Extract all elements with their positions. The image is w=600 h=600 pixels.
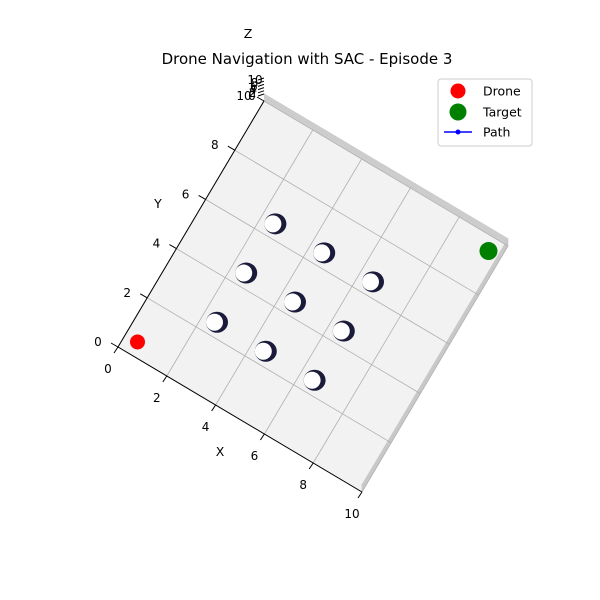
y-tick-label: 8 — [211, 138, 219, 152]
x-gridline — [312, 216, 460, 464]
y-gridline — [176, 248, 421, 394]
z-tick — [257, 93, 265, 97]
z-tick-label: 6 — [250, 79, 258, 93]
y-tick — [256, 96, 265, 102]
y-tick — [110, 342, 119, 348]
z-tick-label: 10 — [247, 73, 262, 87]
y-axis-line — [117, 100, 265, 348]
x-tick — [113, 346, 119, 354]
legend-path-marker — [455, 129, 461, 135]
y-tick — [139, 293, 148, 299]
x-tick — [308, 462, 314, 470]
y-gridline — [234, 149, 480, 296]
y-tick-label: 0 — [94, 335, 102, 349]
y-tick-label: 10 — [236, 89, 251, 103]
x-tick-label: 2 — [153, 391, 161, 405]
obstacle-top — [303, 371, 321, 389]
wall-edge-line — [263, 93, 509, 486]
legend-drone-marker — [450, 83, 466, 99]
legend-target-label: Target — [482, 105, 522, 120]
gridlines — [117, 100, 509, 493]
y-tick-label: 2 — [123, 286, 131, 300]
wall-edge-line — [263, 94, 509, 486]
y-gridline — [205, 199, 450, 345]
x-tick-label: 8 — [299, 478, 307, 492]
wall-edge-line — [263, 95, 509, 487]
wall-edge-line — [263, 99, 509, 492]
wall-edge-line — [263, 98, 509, 491]
obstacle-top — [235, 264, 253, 282]
obstacle-top — [206, 313, 223, 331]
y-tick — [198, 194, 206, 200]
legend: Drone Target Path — [437, 78, 533, 147]
x-tick — [357, 491, 363, 499]
z-tick-label: 0 — [248, 89, 256, 103]
obstacles — [206, 213, 384, 391]
markers — [130, 242, 498, 350]
z-tick — [257, 87, 265, 91]
target-marker — [479, 242, 498, 261]
y-tick-label: 4 — [153, 237, 161, 251]
z-tick-label: 8 — [251, 76, 259, 90]
y-gridline — [263, 100, 509, 247]
wall-edge-line — [263, 96, 509, 488]
axes — [110, 77, 363, 499]
x-tick-label: 10 — [344, 507, 359, 521]
x-gridline — [215, 158, 362, 406]
legend-target-marker — [449, 103, 467, 121]
obstacle-top — [332, 322, 350, 340]
x-gridline — [166, 129, 314, 377]
z-tick — [257, 77, 265, 81]
z-tick — [257, 83, 265, 87]
drone-marker — [130, 334, 145, 350]
wall-edge-line — [263, 97, 509, 489]
legend-path-label: Path — [483, 125, 510, 140]
y-tick — [227, 145, 236, 151]
x-gridline — [361, 245, 509, 493]
obstacle-top — [254, 342, 272, 360]
x-tick — [211, 404, 217, 412]
x-tick-label: 0 — [104, 362, 112, 376]
x-axis-label: X — [216, 444, 225, 459]
z-tick — [257, 90, 265, 94]
obstacle-top — [284, 293, 301, 311]
x-tick — [162, 375, 168, 383]
y-gridline — [146, 297, 392, 444]
wall-edge-line — [263, 97, 509, 490]
z-tick — [257, 80, 265, 84]
y-axis-label: Y — [153, 196, 162, 211]
obstacle-top — [313, 244, 331, 262]
obstacle-top — [264, 215, 282, 233]
z-tick-label: 4 — [249, 83, 257, 97]
x-tick-label: 6 — [251, 449, 259, 463]
y-tick-label: 6 — [182, 187, 190, 201]
x-axis-line — [117, 346, 363, 493]
legend-drone-label: Drone — [483, 84, 521, 99]
chart-title: Drone Navigation with SAC - Episode 3 — [162, 50, 453, 68]
y-tick — [169, 244, 177, 250]
x-tick-label: 4 — [202, 420, 210, 434]
z-axis-label: Z — [244, 26, 253, 41]
obstacle-top — [362, 273, 379, 291]
z-tick-label: 2 — [249, 86, 257, 100]
x-tick — [259, 433, 265, 441]
floor-pane — [118, 101, 508, 492]
axes-panes — [118, 93, 509, 492]
x-gridline — [264, 187, 411, 435]
